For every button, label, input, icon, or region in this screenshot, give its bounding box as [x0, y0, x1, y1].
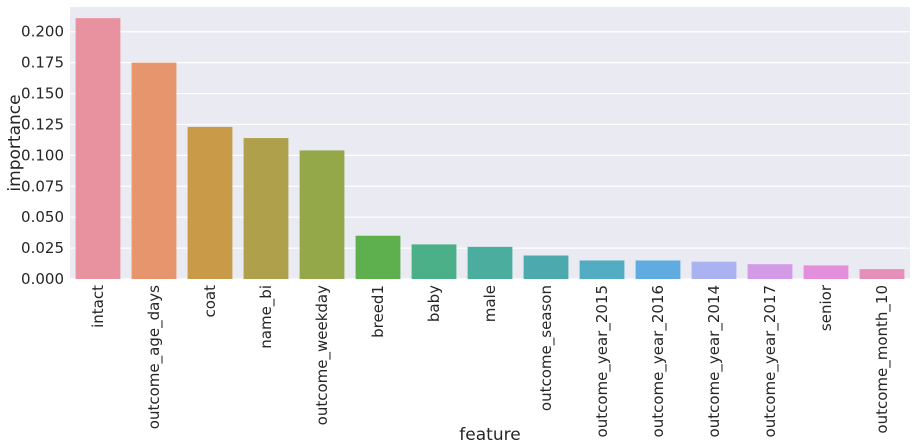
x-tick-label: senior: [817, 284, 835, 331]
bar-breed1: [355, 235, 401, 279]
y-tick-label: 0.125: [21, 115, 64, 133]
y-tick-label: 0.000: [21, 270, 64, 288]
y-tick-label: 0.200: [21, 23, 64, 41]
bar-outcome-year-2017: [747, 264, 793, 279]
x-axis-ticks: intact outcome_age_days coat name_bi outcome…: [89, 284, 892, 437]
x-tick-label: coat: [201, 285, 219, 318]
bar-male: [467, 246, 513, 279]
bar-outcome-month-10: [859, 269, 905, 279]
bar-outcome-year-2014: [691, 261, 737, 279]
y-axis-title: importance: [5, 94, 25, 191]
x-tick-label: outcome_weekday: [313, 285, 332, 425]
bar-coat: [187, 126, 233, 279]
bar-outcome-year-2015: [579, 260, 625, 279]
x-tick-label: male: [481, 285, 499, 322]
y-tick-label: 0.025: [21, 239, 64, 257]
bar-senior: [803, 265, 849, 279]
y-tick-label: 0.175: [21, 54, 64, 72]
x-tick-label: outcome_year_2015: [593, 285, 612, 437]
x-tick-label: intact: [89, 285, 107, 328]
bar-outcome-weekday: [299, 150, 345, 279]
bars: [75, 18, 905, 280]
bar-name-bi: [243, 138, 289, 279]
x-tick-label: outcome_year_2014: [705, 285, 724, 437]
bar-outcome-year-2016: [635, 260, 681, 279]
bar-intact: [75, 18, 121, 280]
bar-baby: [411, 244, 457, 279]
x-tick-label: name_bi: [257, 285, 276, 349]
x-tick-label: outcome_year_2016: [649, 285, 668, 437]
y-axis-ticks: 0.000 0.025 0.050 0.075 0.100 0.125 0.150 0.175…: [21, 23, 64, 288]
x-tick-label: outcome_year_2017: [761, 285, 780, 437]
x-tick-label: breed1: [369, 285, 387, 338]
y-tick-label: 0.050: [21, 208, 64, 226]
y-tick-label: 0.075: [21, 177, 64, 195]
y-tick-label: 0.100: [21, 146, 64, 164]
bar-outcome-age-days: [131, 62, 177, 279]
x-axis-title: feature: [459, 425, 520, 445]
x-tick-label: outcome_age_days: [145, 285, 164, 429]
y-tick-label: 0.150: [21, 85, 64, 103]
x-tick-label: baby: [425, 285, 443, 322]
x-tick-label: outcome_month_10: [873, 285, 892, 434]
bar-outcome-season: [523, 255, 569, 279]
x-tick-label: outcome_season: [537, 285, 556, 411]
